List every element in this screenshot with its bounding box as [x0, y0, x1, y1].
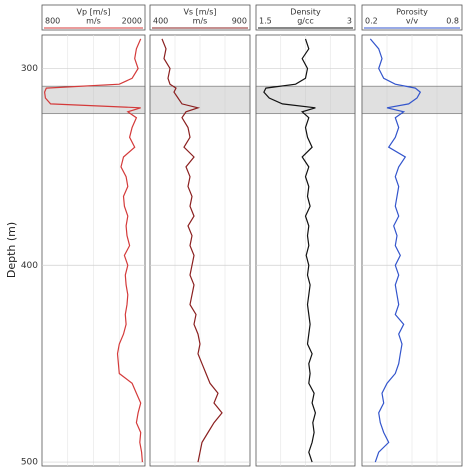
y-tick-label: 500 — [21, 458, 38, 468]
shaded-zone — [255, 85, 356, 115]
track-header — [255, 4, 356, 31]
unit-label: m/s — [193, 17, 208, 26]
track-title: Density — [290, 8, 321, 17]
track-header — [361, 4, 463, 31]
unit-label: m/s — [86, 17, 101, 26]
x-tick-label: 2000 — [122, 17, 142, 26]
y-tick-label: 300 — [21, 64, 38, 74]
x-tick-label: 3 — [347, 17, 352, 26]
track-title: Porosity — [396, 8, 428, 17]
x-tick-label: 0.2 — [365, 17, 378, 26]
shaded-zone — [41, 85, 146, 115]
x-tick-label: 0.8 — [446, 17, 459, 26]
track-title: Vs [m/s] — [183, 8, 216, 17]
track-title: Vp [m/s] — [77, 8, 111, 17]
x-tick-label: 900 — [232, 17, 247, 26]
track-header — [41, 4, 146, 31]
log-curve — [43, 38, 143, 463]
unit-label: v/v — [406, 17, 418, 26]
track-header — [149, 4, 251, 31]
shaded-zone — [361, 85, 463, 115]
y-tick-label: 400 — [21, 261, 38, 271]
shaded-zone — [149, 85, 251, 115]
log-curve — [263, 38, 317, 463]
x-tick-label: 1.5 — [259, 17, 272, 26]
x-tick-label: 400 — [153, 17, 168, 26]
x-tick-label: 800 — [45, 17, 60, 26]
unit-label: g/cc — [297, 17, 314, 26]
log-curve — [161, 38, 223, 463]
log-curve — [369, 38, 422, 463]
y-axis-label: Depth (m) — [5, 222, 18, 278]
